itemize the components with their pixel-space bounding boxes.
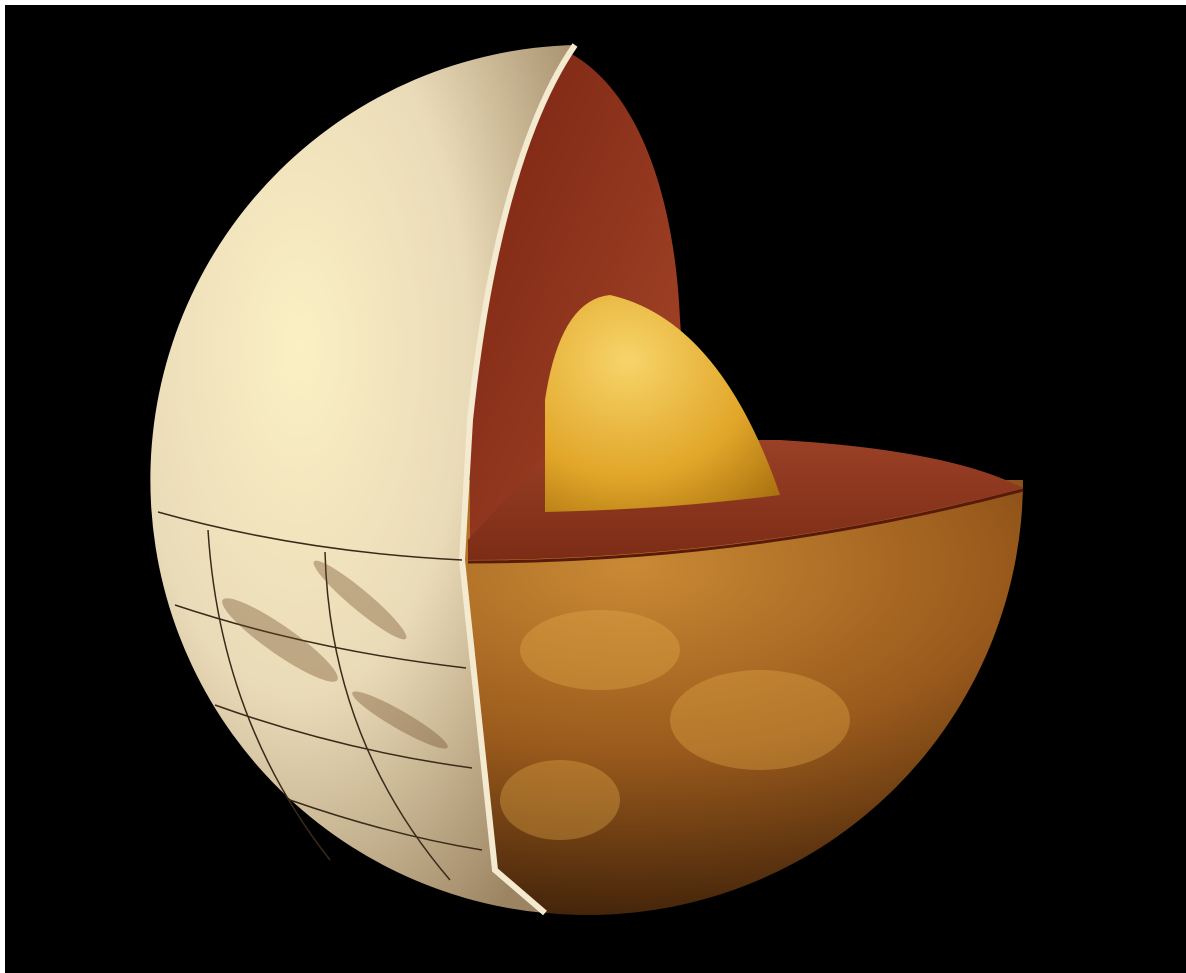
texture <box>670 670 850 770</box>
longitude-line <box>207 529 331 861</box>
texture <box>500 760 620 840</box>
marking <box>222 598 338 682</box>
outer-shell <box>150 45 575 913</box>
texture <box>520 610 680 690</box>
marking <box>313 560 407 640</box>
grid-lines <box>157 511 483 881</box>
core <box>545 295 780 512</box>
surface-texture <box>500 610 850 840</box>
crust-edge <box>467 488 1024 564</box>
latitude-line <box>174 604 467 669</box>
surface-markings <box>222 560 448 749</box>
shell-rim <box>458 43 578 916</box>
longitude-line <box>324 551 451 881</box>
latitude-line <box>289 799 483 851</box>
marking <box>352 691 448 749</box>
latitude-line <box>157 511 463 561</box>
